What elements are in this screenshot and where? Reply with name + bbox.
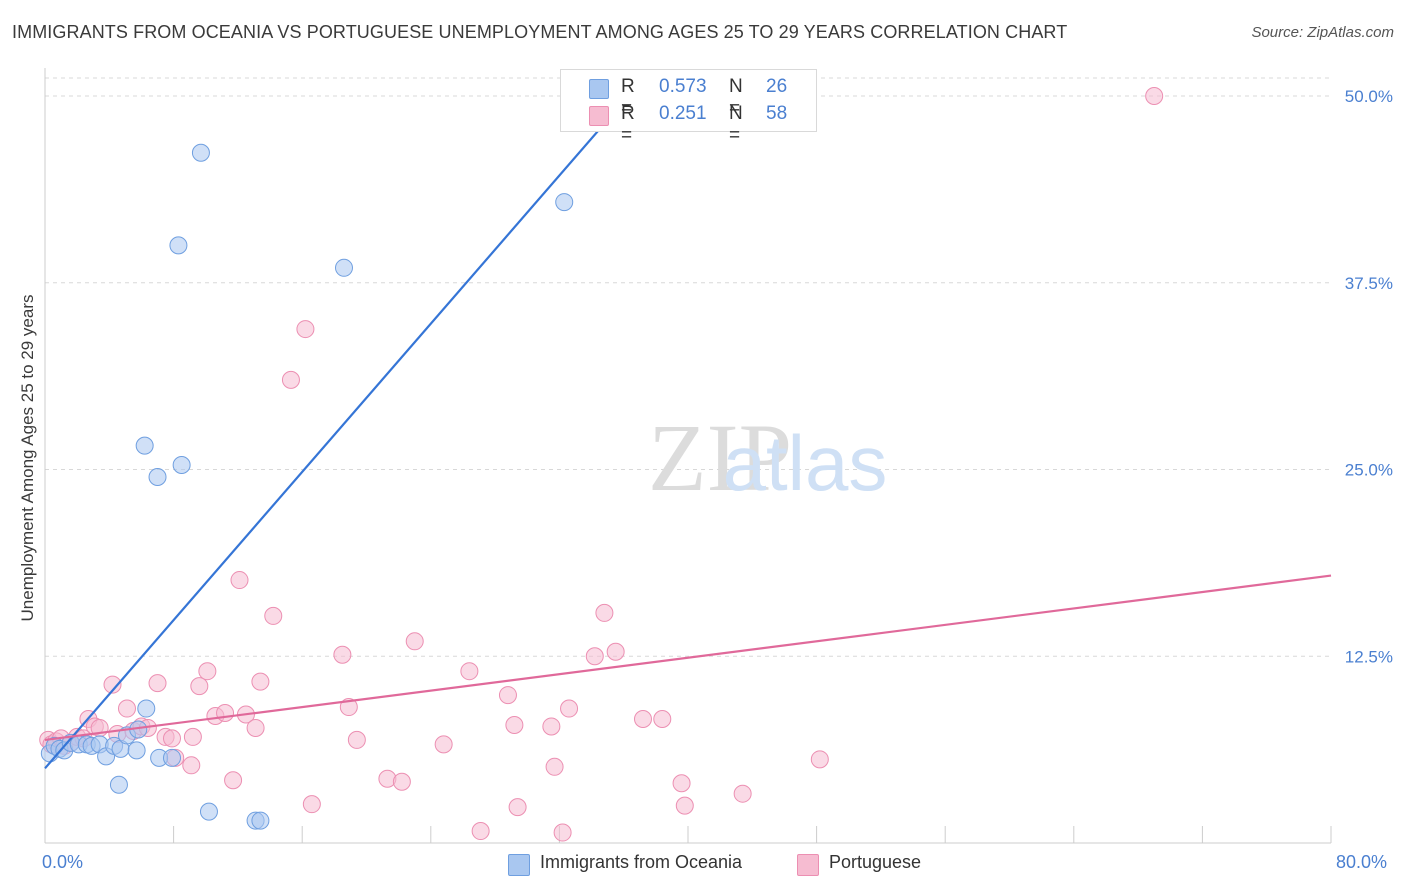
portuguese-point <box>148 674 167 693</box>
portuguese-point <box>471 822 490 841</box>
oceania-trend-line <box>44 72 649 770</box>
oceania-point <box>199 802 218 821</box>
oceania-point <box>334 258 353 277</box>
portuguese-point <box>103 675 122 694</box>
portuguese-point <box>392 772 411 791</box>
portuguese-point <box>339 698 358 717</box>
portuguese-point <box>198 662 217 681</box>
x-tick-min: 0.0% <box>42 852 84 872</box>
y-tick-label: 12.5% <box>1345 647 1393 666</box>
portuguese-point <box>434 735 453 754</box>
oceania-point <box>169 236 188 255</box>
portuguese-point <box>378 769 397 788</box>
portuguese-point <box>251 672 270 691</box>
portuguese-point <box>405 632 424 651</box>
n-value: 58 <box>766 103 788 124</box>
portuguese-trend-line <box>44 574 1332 742</box>
oceania-point <box>555 193 574 212</box>
source-credit: Source: ZipAtlas.com <box>1251 24 1394 41</box>
portuguese-point <box>117 699 136 718</box>
portuguese-point <box>1145 87 1164 105</box>
r-value: 0.573 <box>659 76 707 97</box>
portuguese-swatch <box>589 106 609 126</box>
portuguese-point <box>505 715 524 734</box>
y-tick-label: 37.5% <box>1345 274 1393 293</box>
portuguese-point <box>585 647 604 666</box>
portuguese-point <box>216 704 235 723</box>
chart-title: IMMIGRANTS FROM OCEANIA VS PORTUGUESE UN… <box>12 22 1068 42</box>
r-label: R = <box>621 76 635 119</box>
portuguese-point <box>672 774 691 793</box>
portuguese-point <box>810 750 829 769</box>
portuguese-points <box>39 87 1164 842</box>
portuguese-point <box>333 645 352 664</box>
y-tick-label: 50.0% <box>1345 87 1393 106</box>
oceania-point <box>172 456 191 475</box>
axes <box>44 68 1332 844</box>
watermark-atlas: atlas <box>723 419 888 507</box>
portuguese-point <box>595 603 614 622</box>
oceania-swatch <box>589 79 609 99</box>
portuguese-point <box>542 717 561 736</box>
legend-label: Immigrants from Oceania <box>540 852 743 872</box>
portuguese-point <box>545 757 564 776</box>
oceania-point <box>127 741 146 760</box>
oceania-point <box>191 143 210 162</box>
portuguese-point <box>183 727 202 746</box>
portuguese-point <box>733 784 752 803</box>
oceania-point <box>135 436 154 455</box>
portuguese-point <box>498 686 517 705</box>
oceania-point <box>251 811 270 830</box>
oceania-point <box>137 699 156 718</box>
series-legend: Immigrants from Oceania Portuguese <box>0 852 1406 878</box>
portuguese-point <box>606 642 625 661</box>
oceania-point <box>162 748 181 767</box>
r-label: R = <box>621 103 635 146</box>
oceania-points <box>40 143 574 830</box>
portuguese-point <box>347 730 366 749</box>
oceania-point <box>148 467 167 486</box>
portuguese-point <box>224 771 243 790</box>
portuguese-point <box>653 709 672 728</box>
portuguese-point <box>508 798 527 817</box>
oceania-swatch <box>508 854 530 876</box>
n-label: N = <box>729 76 743 119</box>
portuguese-point <box>302 795 321 814</box>
oceania-point <box>109 775 128 794</box>
correlation-legend: R = 0.573 N = 26 R = 0.251 N = 58 <box>560 69 817 146</box>
portuguese-point <box>296 320 315 339</box>
n-label: N = <box>729 103 743 146</box>
portuguese-point <box>560 699 579 718</box>
portuguese-swatch <box>797 854 819 876</box>
n-value: 26 <box>766 76 788 97</box>
portuguese-point <box>230 571 249 590</box>
x-tick-max: 80.0% <box>1336 852 1388 872</box>
y-tick-labels: 12.5% 25.0% 37.5% 50.0% <box>1345 87 1393 666</box>
r-value: 0.251 <box>659 103 707 124</box>
portuguese-point <box>264 606 283 625</box>
portuguese-point <box>553 823 572 842</box>
trend-lines <box>44 72 1332 770</box>
portuguese-point <box>190 677 209 696</box>
portuguese-point <box>162 729 181 748</box>
y-tick-label: 25.0% <box>1345 461 1393 480</box>
portuguese-point <box>281 370 300 389</box>
portuguese-point <box>633 709 652 728</box>
watermark-zip: ZIP <box>648 404 792 511</box>
legend-label: Portuguese <box>829 852 922 872</box>
portuguese-point <box>246 718 265 737</box>
portuguese-point <box>182 756 201 775</box>
portuguese-point <box>675 796 694 815</box>
gridlines <box>45 77 1331 657</box>
portuguese-point <box>460 662 479 681</box>
